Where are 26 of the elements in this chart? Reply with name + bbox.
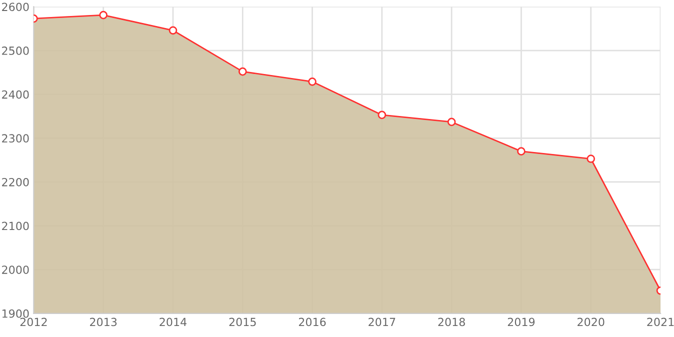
x-tick-label: 2017 [368,318,396,326]
y-tick-label: 2000 [2,266,29,274]
point [238,67,247,76]
x-tick-label: 2014 [160,318,187,326]
x-tick-label: 2018 [438,318,465,326]
y-tick-label: 2100 [2,222,29,230]
x-tick-label: 2016 [298,318,326,326]
y-tick-label: 1900 [2,309,29,318]
x-tick-label: 2013 [90,318,117,326]
y-tick-label: 2200 [2,178,29,186]
point [378,110,386,120]
x-tick-label: 2012 [20,318,47,326]
x-tick-label: 2019 [508,318,535,326]
x-tick-label: 2021 [647,318,674,326]
y-tick-label: 2600 [2,2,29,12]
x-tick-label: 2015 [229,318,256,326]
y-tick-label: 2400 [2,90,29,99]
point [308,77,316,86]
x-tick-label: 2020 [578,318,604,326]
point [517,147,526,156]
point [447,118,456,126]
point [168,26,178,35]
y-tick-label: 2300 [2,134,29,143]
y-tick-label: 2500 [2,46,29,55]
point [99,10,108,20]
point [586,154,596,163]
